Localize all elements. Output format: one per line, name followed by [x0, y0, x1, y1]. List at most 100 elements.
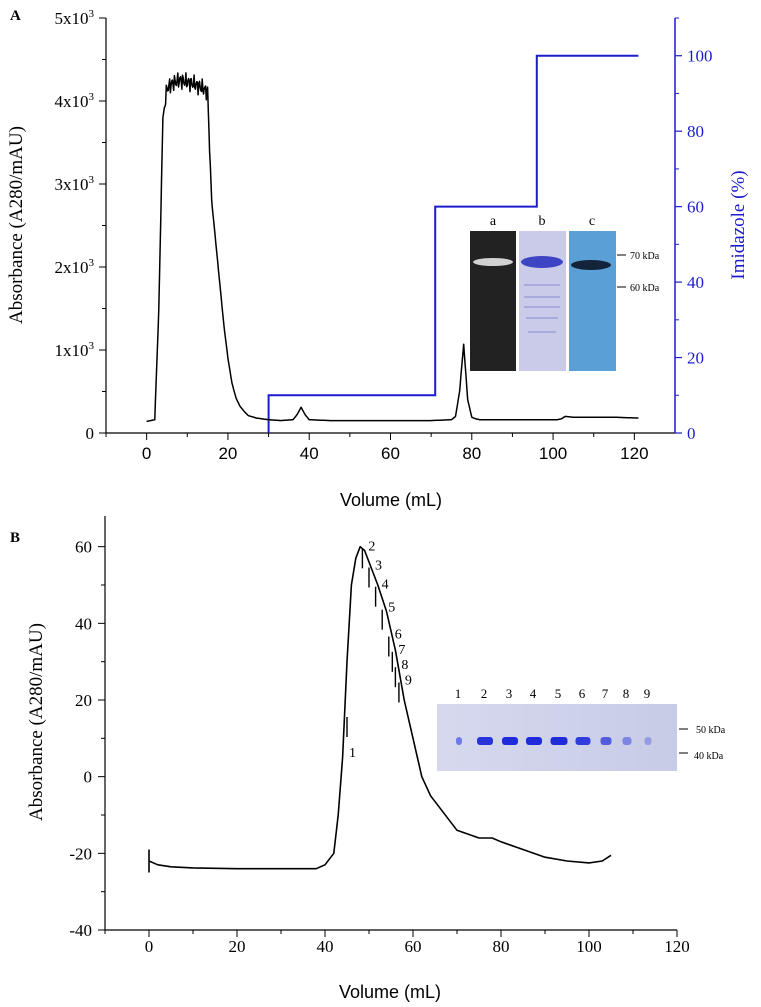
panel-a-y-tick-exponent: 3 [89, 91, 95, 103]
panel-b-label: B [10, 530, 20, 546]
panel-b-y-tick-label: 60 [75, 538, 92, 557]
inset-lane-a-image [470, 231, 516, 371]
panel-a-y2-tick-label: 100 [687, 47, 713, 66]
inset-gel-lane-label: 7 [602, 686, 609, 701]
panel-a: A 0 20 40 60 80 100 12001x1032x1033x1034x1035x… [6, 8, 749, 510]
panel-b-y-tick-label: -40 [69, 921, 92, 940]
panel-a-y-tick-mantissa: 4x10 [55, 92, 89, 111]
absorbance-series-line-b [148, 545, 612, 873]
panel-a-y-tick-label: 0 [86, 424, 95, 443]
panel-a-label: A [10, 8, 21, 24]
inset-gel-lane-label: 2 [481, 686, 488, 701]
panel-b-x-tick-label: 120 [664, 937, 690, 956]
panel-b-y-tick-label: 40 [75, 614, 92, 633]
panel-a-x-tick-label: 120 [620, 444, 648, 463]
inset-gel-band [526, 737, 542, 745]
panel-a-y-tick-mantissa: 0 [86, 424, 95, 443]
inset-marker-70kda: 70 kDa [630, 251, 660, 262]
inset-lane-b-image [519, 231, 566, 371]
inset-lane-b-band [521, 256, 563, 268]
inset-gel-band [575, 737, 591, 745]
panel-a-x-tick-label: 40 [300, 444, 319, 463]
panel-a-x-tick-label: 60 [381, 444, 400, 463]
panel-a-x-tick-label: 100 [539, 444, 567, 463]
fraction-marker-label: 7 [398, 643, 405, 658]
inset-gel-lane-label: 1 [455, 686, 462, 701]
inset-lane-label-c: c [589, 214, 595, 229]
inset-gel-lane-label: 9 [644, 686, 651, 701]
panel-a-x-tick-label: 0 [142, 444, 151, 463]
panel-a-y-tick-mantissa: 1x10 [55, 341, 89, 360]
fraction-marker-label: 8 [401, 658, 408, 673]
inset-marker-60kda: 60 kDa [630, 283, 660, 294]
inset-gel-band [477, 737, 493, 745]
panel-a-y-tick-label: 2x103 [55, 257, 95, 277]
fraction-marker-label: 1 [349, 746, 356, 761]
inset-gel-lane-label: 6 [579, 686, 586, 701]
fraction-marker-label: 5 [388, 601, 395, 616]
panel-a-y-tick-label: 4x103 [55, 91, 95, 111]
panel-a-y-tick-exponent: 3 [89, 174, 95, 186]
panel-a-y2-tick-label: 60 [687, 198, 704, 217]
panel-b-y-tick-label: 0 [84, 768, 93, 787]
panel-b: B 0 20 40 60 80 100 120 -40 -20 0 20 40 60 Volume (m… [10, 516, 726, 1002]
panel-b-x-tick-label: 0 [145, 937, 154, 956]
inset-marker-40kda: 40 kDa [694, 751, 724, 762]
panel-a-y-tick-label: 3x103 [55, 174, 95, 194]
panel-a-y-tick-label: 5x103 [55, 8, 95, 28]
inset-gel-band [550, 737, 568, 745]
panel-a-x-tick-label: 80 [462, 444, 481, 463]
panel-b-x-tick-label: 40 [317, 937, 334, 956]
inset-lane-label-a: a [490, 214, 497, 229]
panel-b-x-tick-label: 20 [229, 937, 246, 956]
inset-lane-c-band [571, 260, 611, 270]
inset-gel-band [456, 737, 462, 745]
imidazole-series-line [267, 54, 639, 433]
inset-gel-lane-label: 4 [530, 686, 537, 701]
fraction-marker-label: 3 [375, 559, 382, 574]
panel-b-x-tick-label: 80 [493, 937, 510, 956]
panel-a-y2label: Imidazole (%) [728, 170, 749, 279]
panel-a-y-tick-mantissa: 2x10 [55, 258, 89, 277]
panel-a-y-tick-mantissa: 3x10 [55, 175, 89, 194]
panel-a-y-tick-exponent: 3 [89, 8, 95, 20]
panel-a-y-tick-exponent: 3 [89, 257, 95, 269]
inset-gel-lane-label: 8 [623, 686, 630, 701]
inset-gel-band [644, 737, 652, 745]
inset-gel-bands [456, 737, 652, 745]
panel-a-xlabel: Volume (mL) [340, 490, 442, 510]
inset-lane-b-minor-bands [524, 284, 560, 333]
panel-b-x-tick-label: 100 [576, 937, 602, 956]
panel-b-xlabel: Volume (mL) [339, 982, 441, 1002]
panel-a-inset: a b c 70 kDa 60 kDa [470, 214, 660, 371]
panel-a-y2-tick-label: 20 [687, 349, 704, 368]
inset-gel-lane-label: 3 [506, 686, 513, 701]
panel-a-y-tick-mantissa: 5x10 [55, 9, 89, 28]
inset-gel-band [600, 737, 612, 745]
panel-a-y2-tick-label: 40 [687, 273, 704, 292]
panel-b-y-tick-label: -20 [69, 844, 92, 863]
fraction-marker-label: 9 [405, 674, 412, 689]
panel-b-axes: 0 20 40 60 80 100 120 -40 -20 0 20 40 60 [69, 516, 690, 956]
panel-a-y2-tick-label: 0 [687, 424, 696, 443]
panel-a-y2-tick-label: 80 [687, 122, 704, 141]
fraction-marker-label: 4 [382, 578, 389, 593]
inset-marker-50kda: 50 kDa [696, 725, 726, 736]
panel-b-ylabel: Absorbance (A280/mAU) [26, 623, 47, 821]
inset-gel-band [622, 737, 632, 745]
fraction-marker-label: 2 [368, 539, 375, 554]
panel-a-y-tick-label: 1x103 [55, 340, 95, 360]
fraction-marker-label: 6 [395, 628, 402, 643]
inset-lane-a-band [473, 258, 513, 266]
panel-a-ylabel: Absorbance (A280/mAU) [6, 126, 27, 324]
panel-b-y-tick-label: 20 [75, 691, 92, 710]
inset-gel-lane-label: 5 [555, 686, 562, 701]
inset-gel-band [502, 737, 518, 745]
panel-a-axes: 0 20 40 60 80 100 12001x1032x1033x1034x1035x10… [55, 8, 713, 463]
panel-b-x-tick-label: 60 [405, 937, 422, 956]
